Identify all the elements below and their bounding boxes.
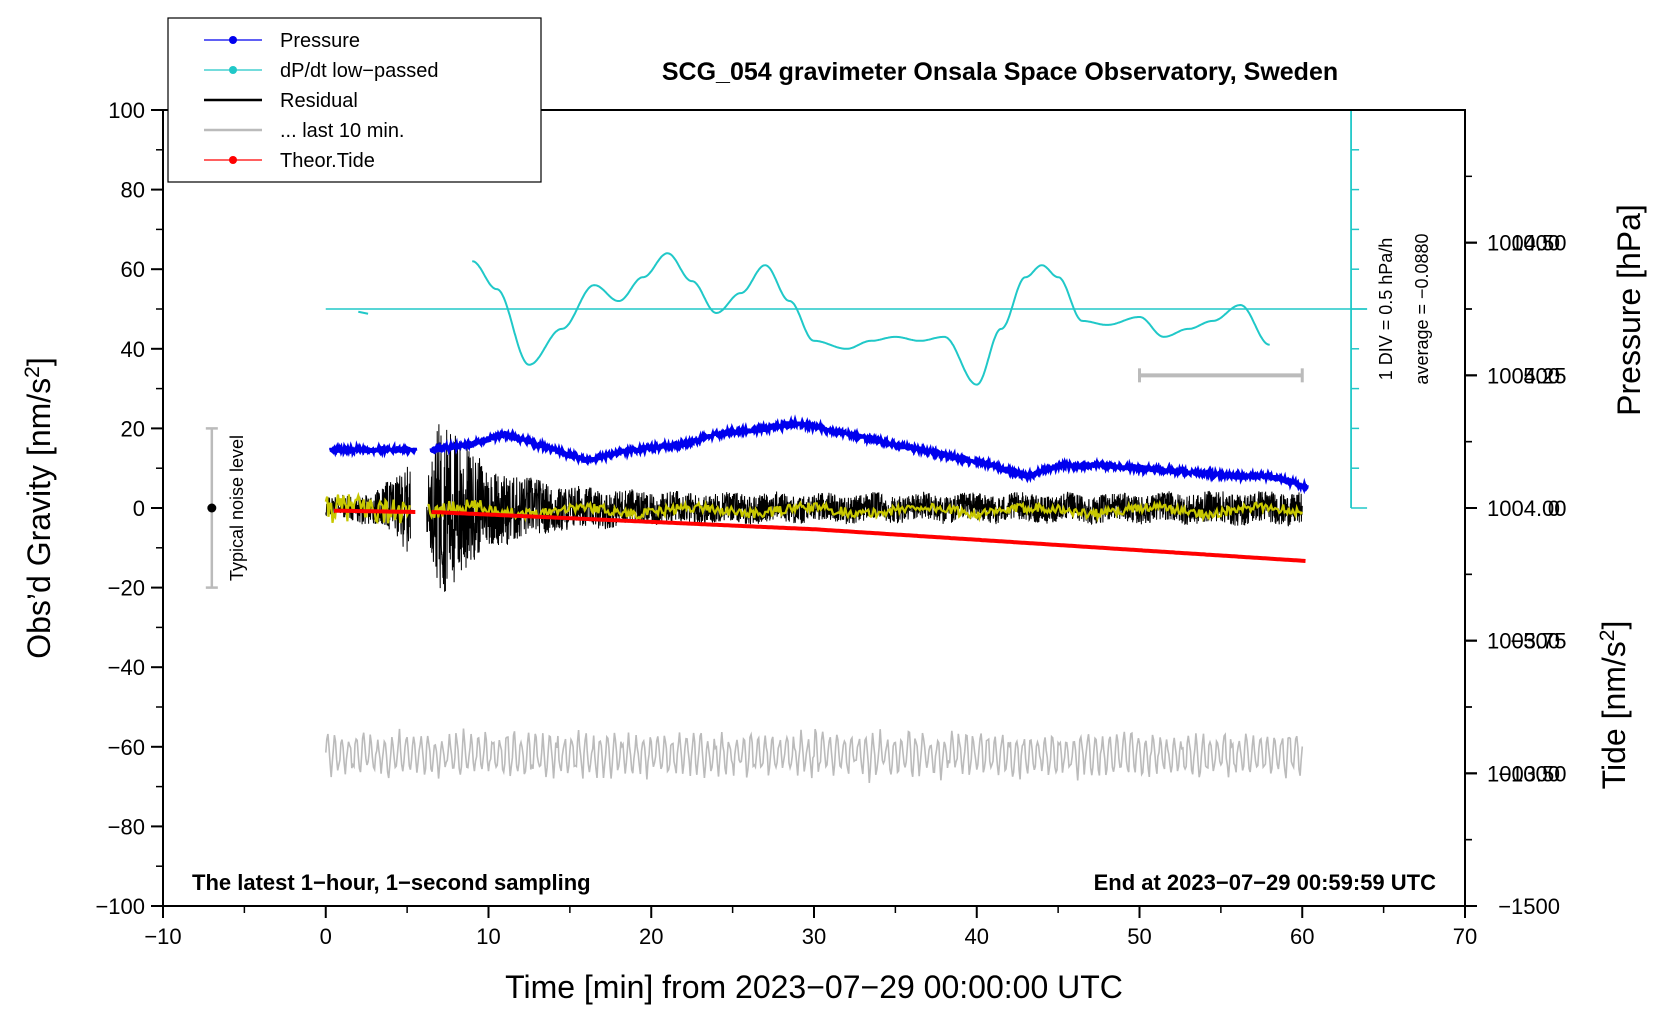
tide-tick-label: −500 xyxy=(1510,629,1560,654)
pressure-series-line xyxy=(429,414,1309,495)
pressure-series-line xyxy=(329,440,418,459)
y-tick-label: −40 xyxy=(108,655,145,680)
tide-series-line xyxy=(333,508,416,514)
y-tick-label: −80 xyxy=(108,814,145,839)
noise-bar-dot xyxy=(207,503,217,513)
y-axis-label-pressure: Pressure [hPa] xyxy=(1611,204,1647,416)
x-tick-label: 50 xyxy=(1127,924,1151,949)
smoothed-residual-line xyxy=(324,491,1304,525)
x-tick-label: 0 xyxy=(320,924,332,949)
x-tick-label: −10 xyxy=(144,924,181,949)
plot-frame xyxy=(162,109,1466,907)
y-tick-label: −60 xyxy=(108,735,145,760)
x-axis-label: Time [min] from 2023−07−29 00:00:00 UTC xyxy=(505,969,1123,1005)
y-tick-label: 80 xyxy=(121,178,145,203)
chart-title: SCG_054 gravimeter Onsala Space Observat… xyxy=(662,58,1338,86)
tide-tick-label: 0 xyxy=(1548,496,1560,521)
dpdt-average-label: average = −0.0880 xyxy=(1412,233,1432,384)
x-tick-label: 40 xyxy=(965,924,989,949)
dpdt-series-fragment xyxy=(358,310,369,315)
legend-label: Pressure xyxy=(280,30,360,52)
footer-right-label: End at 2023−07−29 00:59:59 UTC xyxy=(1094,870,1437,895)
noise-bar-label: Typical noise level xyxy=(227,435,247,581)
x-tick-label: 60 xyxy=(1290,924,1314,949)
x-tick-label: 30 xyxy=(802,924,826,949)
pressure-tick-label: 1003.75 xyxy=(1487,629,1567,654)
pressure-tick-label: 1004.25 xyxy=(1487,363,1567,388)
labels-layer: −10 0 10 20 30 40 50 60 70100806040200−20−40−60−… xyxy=(21,58,1648,1005)
pressure-tick-label: 1003.50 xyxy=(1487,761,1567,786)
x-tick-label: 70 xyxy=(1453,924,1477,949)
legend-label: dP/dt low−passed xyxy=(280,60,438,82)
y-tick-label: −100 xyxy=(95,894,145,919)
legend-label: ... last 10 min. xyxy=(280,120,405,142)
pressure-tick-label: 1004.00 xyxy=(1487,496,1567,521)
tide-tick-label: 1000 xyxy=(1511,231,1560,256)
y-axis-label-tide: Tide [nm/s2] xyxy=(1596,621,1633,790)
dpdt-div-label: 1 DIV = 0.5 hPa/h xyxy=(1376,238,1396,381)
tide-tick-label: −1000 xyxy=(1498,761,1560,786)
dpdt-series-line xyxy=(472,252,1270,386)
y-axis-label-left: Obs’d Gravity [nm/s2] xyxy=(21,357,58,659)
y-tick-label: 40 xyxy=(121,337,145,362)
tide-series-line xyxy=(431,510,1306,563)
pressure-tick-label: 1004.50 xyxy=(1487,231,1567,256)
legend-marker xyxy=(229,36,237,44)
y-tick-label: 0 xyxy=(133,496,145,521)
legend-marker xyxy=(229,156,237,164)
last-10-min-line xyxy=(325,728,1304,784)
y-tick-label: 60 xyxy=(121,257,145,282)
legend-label: Theor.Tide xyxy=(280,150,375,172)
y-tick-label: 20 xyxy=(121,416,145,441)
legend: Pressure dP/dt low−passed Residual ... last… xyxy=(167,17,542,183)
series-layer xyxy=(205,252,1309,784)
tide-tick-label: −1500 xyxy=(1498,894,1560,919)
legend-label: Residual xyxy=(280,90,358,112)
y-tick-label: −20 xyxy=(108,576,145,601)
footer-left-label: The latest 1−hour, 1−second sampling xyxy=(192,870,591,895)
x-tick-label: 10 xyxy=(476,924,500,949)
tide-tick-label: 500 xyxy=(1523,363,1560,388)
y-tick-label: 100 xyxy=(108,98,145,123)
legend-marker xyxy=(229,66,237,74)
x-tick-label: 20 xyxy=(639,924,663,949)
